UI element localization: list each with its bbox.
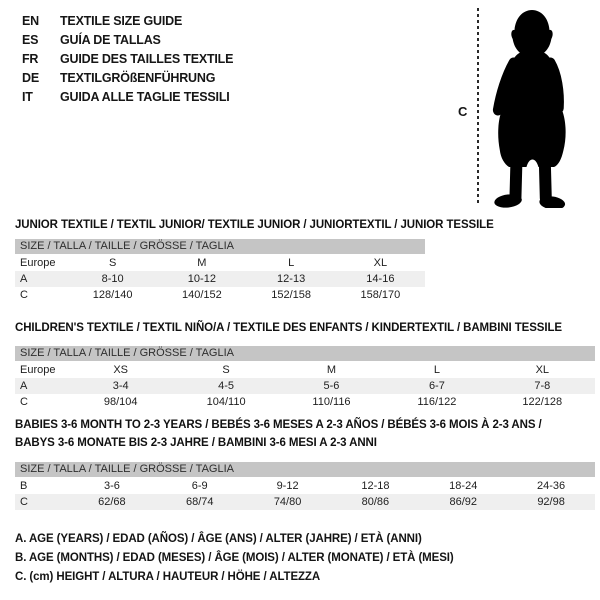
language-title-list: EN TEXTILE SIZE GUIDE ES GUÍA DE TALLAS … — [22, 12, 233, 107]
size-header-bar: SIZE / TALLA / TAILLE / GRÖSSE / TAGLIA — [15, 346, 595, 361]
footnote-a: A. AGE (YEARS) / EDAD (AÑOS) / ÂGE (ANS)… — [15, 533, 422, 545]
height-cell: 80/86 — [361, 496, 390, 508]
language-code: EN — [22, 14, 39, 28]
row-label: Europe — [20, 257, 56, 269]
guide-title: GUIDA ALLE TAGLIE TESSILI — [60, 90, 230, 104]
height-measure-label: C — [458, 104, 468, 119]
age-cell: 12-13 — [277, 273, 306, 285]
footnote-c: C. (cm) HEIGHT / ALTURA / HAUTEUR / HÖHE… — [15, 571, 321, 583]
size-header-bar: SIZE / TALLA / TAILLE / GRÖSSE / TAGLIA — [15, 239, 425, 254]
size-cell: S — [108, 257, 117, 269]
age-cell: 6-9 — [191, 480, 208, 492]
size-cell: L — [433, 364, 440, 376]
footnote-b: B. AGE (MONTHS) / EDAD (MESES) / ÂGE (MO… — [15, 552, 454, 564]
language-row-en: EN TEXTILE SIZE GUIDE — [22, 12, 233, 31]
language-row-fr: FR GUIDE DES TAILLES TEXTILE — [22, 50, 233, 69]
height-cell: 110/116 — [312, 396, 351, 408]
babies-size-table: SIZE / TALLA / TAILLE / GRÖSSE / TAGLIA … — [15, 462, 595, 510]
size-cell: XL — [373, 257, 388, 269]
babies-title-line2: BABYS 3-6 MONATE BIS 2-3 JAHRE / BAMBINI… — [15, 437, 377, 449]
row-label: Europe — [20, 364, 56, 376]
language-code: ES — [22, 33, 39, 47]
babies-title-line1: BABIES 3-6 MONTH TO 2-3 YEARS / BEBÉS 3-… — [15, 419, 542, 431]
age-cell: 10-12 — [187, 273, 216, 285]
table-row: B 3-6 6-9 9-12 12-18 18-24 24-36 — [15, 478, 595, 494]
guide-title: GUÍA DE TALLAS — [60, 33, 161, 47]
junior-table-title: JUNIOR TEXTILE / TEXTIL JUNIOR/ TEXTILE … — [15, 219, 494, 231]
junior-size-table: SIZE / TALLA / TAILLE / GRÖSSE / TAGLIA … — [15, 239, 425, 303]
size-cell: XL — [535, 364, 550, 376]
table-row: A 8-10 10-12 12-13 14-16 — [15, 271, 425, 287]
height-cell: 128/140 — [92, 289, 133, 301]
age-cell: 5-6 — [323, 380, 340, 392]
language-row-de: DE TEXTILGRÖßENFÜHRUNG — [22, 69, 233, 88]
height-cell: 140/152 — [181, 289, 222, 301]
children-size-table: SIZE / TALLA / TAILLE / GRÖSSE / TAGLIA … — [15, 346, 595, 410]
size-cell: M — [197, 257, 207, 269]
age-cell: 3-4 — [112, 380, 129, 392]
height-cell: 98/104 — [103, 396, 138, 408]
table-row: C 62/68 68/74 74/80 80/86 86/92 92/98 — [15, 494, 595, 510]
size-cell: M — [326, 364, 337, 376]
age-cell: 9-12 — [276, 480, 299, 492]
guide-title: TEXTILGRÖßENFÜHRUNG — [60, 71, 216, 85]
row-label: C — [20, 496, 28, 508]
height-cell: 68/74 — [185, 496, 214, 508]
size-cell: XS — [113, 364, 129, 376]
table-row: C 128/140 140/152 152/158 158/170 — [15, 287, 425, 303]
height-cell: 92/98 — [537, 496, 565, 508]
age-cell: 18-24 — [449, 480, 478, 492]
language-code: DE — [22, 71, 39, 85]
height-cell: 152/158 — [271, 289, 311, 301]
table-row: A 3-4 4-5 5-6 6-7 7-8 — [15, 378, 595, 394]
row-label: A — [20, 273, 28, 285]
language-row-es: ES GUÍA DE TALLAS — [22, 31, 233, 50]
age-cell: 3-6 — [103, 480, 120, 492]
height-measure-dotted-line — [477, 8, 479, 206]
table-row: Europe XS S M L XL — [15, 362, 595, 378]
size-cell: L — [288, 257, 295, 269]
age-cell: 4-5 — [218, 380, 235, 392]
height-cell: 116/122 — [417, 396, 457, 408]
size-header-bar: SIZE / TALLA / TAILLE / GRÖSSE / TAGLIA — [15, 462, 595, 477]
age-cell: 8-10 — [101, 273, 124, 285]
age-cell: 14-16 — [366, 273, 395, 285]
language-code: FR — [22, 52, 39, 66]
age-cell: 7-8 — [534, 380, 551, 392]
babies-table-title: BABIES 3-6 MONTH TO 2-3 YEARS / BEBÉS 3-… — [15, 416, 600, 452]
height-cell: 62/68 — [98, 496, 126, 508]
language-row-it: IT GUIDA ALLE TAGLIE TESSILI — [22, 88, 233, 107]
height-cell: 86/92 — [449, 496, 477, 508]
height-cell: 122/128 — [522, 396, 563, 408]
row-label: C — [20, 289, 28, 301]
guide-title: GUIDE DES TAILLES TEXTILE — [60, 52, 234, 66]
table-row: C 98/104 104/110 110/116 116/122 122/128 — [15, 394, 595, 410]
children-table-title: CHILDREN'S TEXTILE / TEXTIL NIÑO/A / TEX… — [15, 322, 562, 334]
legend-footnotes: A. AGE (YEARS) / EDAD (AÑOS) / ÂGE (ANS)… — [15, 530, 454, 587]
toddler-silhouette-icon — [492, 10, 566, 208]
age-cell: 24-36 — [537, 480, 566, 492]
age-cell: 6-7 — [428, 380, 445, 392]
row-label: B — [20, 480, 28, 492]
language-code: IT — [22, 90, 33, 104]
height-cell: 104/110 — [206, 396, 246, 408]
height-cell: 74/80 — [273, 496, 302, 508]
row-label: C — [20, 396, 28, 408]
height-cell: 158/170 — [360, 289, 401, 301]
row-label: A — [20, 380, 28, 392]
age-cell: 12-18 — [361, 480, 390, 492]
table-row: Europe S M L XL — [15, 255, 425, 271]
size-cell: S — [222, 364, 230, 376]
guide-title: TEXTILE SIZE GUIDE — [60, 14, 183, 28]
